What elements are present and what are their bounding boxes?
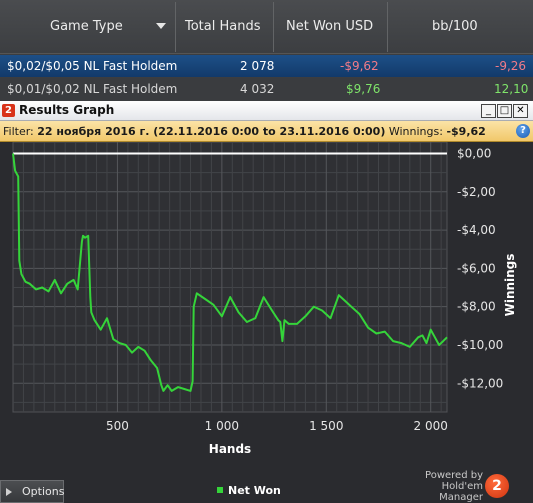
filter-value: 22 ноября 2016 г. (22.11.2016 0:00 to 23… xyxy=(37,125,386,138)
hm2-logo-icon: 2 xyxy=(2,104,15,117)
column-divider xyxy=(273,2,274,52)
maximize-button[interactable]: □ xyxy=(497,104,512,118)
y-tick-label: -$2,00 xyxy=(457,185,496,199)
chevron-right-icon xyxy=(6,488,12,496)
panel-title: Results Graph xyxy=(19,103,115,117)
options-label: Options xyxy=(22,485,65,498)
cell-net-won: $9,76 xyxy=(346,82,381,96)
legend-swatch-net-won xyxy=(217,487,223,493)
y-tick-label: -$4,00 xyxy=(457,223,496,237)
y-axis-ticks: $0,00 -$2,00 -$4,00 -$6,00 -$8,00 -$10,00 -$12… xyxy=(457,146,503,390)
table-row[interactable]: $0,02/$0,05 NL Fast Holdem 2 078 -$9,62 … xyxy=(0,55,533,77)
column-header-total-hands[interactable]: Total Hands xyxy=(185,19,261,34)
y-axis-title: Winnings xyxy=(503,254,517,317)
sort-descending-icon[interactable] xyxy=(156,23,166,29)
panel-titlebar[interactable]: 2 Results Graph _ □ ✕ xyxy=(0,101,533,121)
product-name: Hold'em Manager xyxy=(439,481,483,503)
cell-net-won: -$9,62 xyxy=(340,59,379,73)
table-row[interactable]: $0,01/$0,02 NL Fast Holdem 4 032 $9,76 1… xyxy=(0,78,533,100)
y-tick-label: -$6,00 xyxy=(457,261,496,275)
minimize-button[interactable]: _ xyxy=(481,104,496,118)
powered-by-text: Powered by Hold'em Manager xyxy=(395,470,483,503)
options-button[interactable]: Options xyxy=(0,480,64,503)
y-tick-label: -$8,00 xyxy=(457,300,496,314)
results-graph-panel: 2 Results Graph _ □ ✕ Filter: 22 ноября … xyxy=(0,101,533,503)
filter-label: Filter: xyxy=(3,125,34,138)
net-won-series-line xyxy=(12,153,448,392)
table-header: Game Type Total Hands Net Won USD bb/100 xyxy=(0,0,533,54)
column-divider xyxy=(175,2,176,52)
legend-label: Net Won xyxy=(228,484,281,497)
cell-game-type: $0,01/$0,02 NL Fast Holdem xyxy=(7,82,178,96)
x-tick-label: 2 000 xyxy=(414,419,448,433)
y-tick-label: -$12,00 xyxy=(457,376,503,390)
winnings-label: Winnings: xyxy=(388,125,443,138)
results-line-chart: $0,00 -$2,00 -$4,00 -$6,00 -$8,00 -$10,00 -$12… xyxy=(12,142,517,456)
x-tick-label: 1 000 xyxy=(205,419,239,433)
cell-bb100: 12,10 xyxy=(494,82,529,96)
x-tick-label: 1 500 xyxy=(309,419,343,433)
y-tick-label: -$10,00 xyxy=(457,338,503,352)
y-tick-label: $0,00 xyxy=(457,146,491,160)
cell-bb100: -9,26 xyxy=(495,59,527,73)
winnings-value: -$9,62 xyxy=(446,125,486,138)
powered-by-line: Powered by xyxy=(425,470,483,481)
x-axis-ticks: 500 1 000 1 500 2 000 xyxy=(106,419,448,433)
x-tick-label: 500 xyxy=(106,419,129,433)
cell-total-hands: 4 032 xyxy=(240,82,275,96)
holdem-manager-logo-icon: 2 xyxy=(485,474,509,498)
column-divider xyxy=(387,2,388,52)
column-header-net-won[interactable]: Net Won USD xyxy=(286,19,374,34)
help-icon[interactable]: ? xyxy=(516,124,530,138)
column-header-bb100[interactable]: bb/100 xyxy=(432,19,478,34)
filter-bar: Filter: 22 ноября 2016 г. (22.11.2016 0:… xyxy=(0,121,533,142)
stats-table: Game Type Total Hands Net Won USD bb/100… xyxy=(0,0,533,101)
close-button[interactable]: ✕ xyxy=(513,104,528,118)
cell-game-type: $0,02/$0,05 NL Fast Holdem xyxy=(7,59,178,73)
chart-legend: Net Won xyxy=(217,484,281,497)
cell-total-hands: 2 078 xyxy=(240,59,275,73)
x-axis-title: Hands xyxy=(209,442,251,456)
column-header-game-type[interactable]: Game Type xyxy=(50,19,123,34)
plot-area xyxy=(12,142,448,413)
